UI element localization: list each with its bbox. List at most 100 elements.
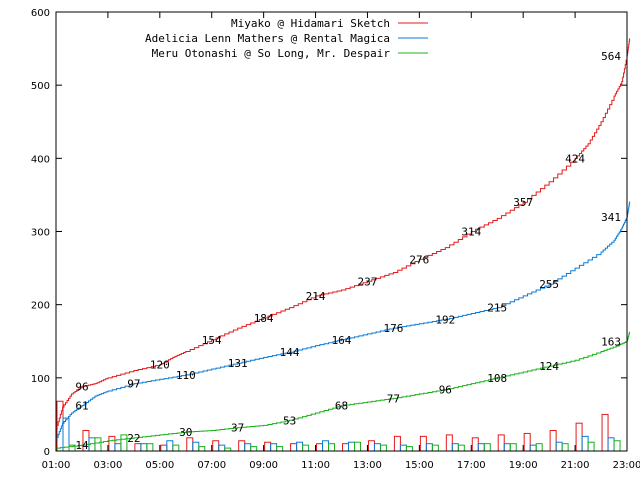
x-tick-label: 19:00: [509, 460, 538, 471]
data-label: 424: [565, 152, 585, 165]
data-label: 22: [127, 432, 140, 445]
series-line: [56, 201, 631, 441]
y-axis: 0 100 200 300 400 500 600: [31, 8, 627, 458]
data-label: 97: [127, 378, 140, 391]
hourly-bar: [451, 443, 459, 452]
hourly-bar: [140, 443, 148, 452]
hourly-bar: [607, 437, 615, 452]
data-label: 96: [75, 381, 88, 394]
x-tick-label: 07:00: [197, 460, 226, 471]
hourly-bar: [302, 444, 310, 452]
data-label: 30: [179, 426, 192, 439]
x-tick-label: 15:00: [405, 460, 434, 471]
data-label: 77: [387, 392, 400, 405]
data-label: 37: [231, 422, 244, 435]
legend-label: Adelicia Lenn Mathers @ Rental Magica: [145, 32, 390, 45]
hourly-bar: [587, 441, 595, 452]
data-label: 96: [439, 384, 452, 397]
hourly-bar: [172, 444, 180, 452]
hourly-bar: [238, 440, 246, 452]
x-axis: 01:00 03:00 05:00 07:00 09:00 11:00 13:00 15:00…: [42, 12, 640, 471]
y-tick-label: 400: [31, 154, 50, 165]
hourly-bar: [276, 446, 284, 452]
data-label: 14: [75, 439, 89, 452]
hourly-bar: [367, 440, 375, 452]
y-tick-label: 300: [31, 228, 50, 239]
hourly-bar: [146, 443, 154, 452]
x-tick-label: 05:00: [145, 460, 174, 471]
hourly-bar: [529, 444, 537, 452]
hourly-bar: [290, 443, 298, 452]
data-label: 154: [202, 334, 222, 347]
legend-label: Meru Otonashi @ So Long, Mr. Despair: [152, 47, 391, 60]
hourly-bar: [535, 443, 543, 452]
hourly-bar: [328, 443, 336, 452]
hourly-bar: [477, 443, 485, 452]
data-label: 110: [176, 369, 196, 382]
x-tick-label: 03:00: [93, 460, 122, 471]
data-label: 53: [283, 414, 296, 427]
data-label: 61: [75, 400, 88, 413]
hourly-bar: [373, 443, 381, 452]
legend-label: Miyako @ Hidamari Sketch: [231, 17, 390, 30]
hourly-bar: [549, 430, 557, 452]
data-label: 215: [487, 302, 507, 315]
hourly-bar: [405, 446, 413, 452]
hourly-bar: [393, 435, 401, 452]
data-label: 276: [409, 253, 429, 266]
hourly-bar: [296, 441, 304, 452]
x-tick-label: 21:00: [561, 460, 590, 471]
hourly-bar: [218, 444, 226, 452]
data-label: 164: [332, 334, 352, 347]
y-tick-label: 0: [44, 447, 50, 458]
hourly-bar: [581, 435, 589, 452]
hourly-bar: [354, 441, 361, 452]
data-label: 131: [228, 357, 248, 370]
hourly-bar: [457, 444, 465, 452]
hourly-bar: [425, 443, 433, 452]
hourly-bar: [509, 443, 517, 452]
hourly-bar: [250, 446, 258, 452]
hourly-bar: [264, 441, 272, 452]
hourly-bar: [555, 441, 563, 452]
data-label: 68: [335, 400, 348, 413]
hourly-bar: [348, 441, 355, 452]
hourly-bar: [108, 435, 116, 452]
series-line: [56, 38, 631, 430]
hourly-bar: [483, 443, 491, 452]
hourly-bar: [316, 443, 324, 452]
y-tick-label: 600: [31, 8, 50, 19]
x-tick-label: 23:00: [613, 460, 640, 471]
data-label: 255: [539, 278, 559, 291]
hourly-bar: [212, 440, 220, 452]
hourly-bar: [244, 443, 252, 452]
hourly-bar: [497, 434, 505, 452]
hourly-bar: [613, 440, 621, 452]
hourly-bar: [166, 440, 174, 452]
data-label: 108: [487, 372, 507, 385]
hourly-bar: [186, 437, 194, 452]
hourly-bar: [322, 440, 330, 452]
data-label: 341: [601, 211, 621, 224]
hourly-bar: [601, 413, 609, 452]
data-label: 144: [280, 346, 300, 359]
hourly-bar: [445, 434, 453, 452]
hourly-bar: [120, 434, 128, 452]
hourly-bar: [399, 444, 407, 452]
hourly-bar: [431, 444, 439, 452]
x-tick-label: 13:00: [353, 460, 382, 471]
hourly-bar: [471, 437, 479, 452]
data-label: 176: [383, 322, 403, 335]
x-tick-label: 17:00: [457, 460, 486, 471]
x-tick-label: 01:00: [42, 460, 71, 471]
data-label: 120: [150, 359, 170, 372]
data-label: 237: [358, 275, 378, 288]
data-label: 192: [435, 313, 455, 326]
hourly-bar: [94, 437, 102, 452]
x-tick-label: 09:00: [249, 460, 278, 471]
plot-area-frame: [55, 11, 628, 452]
hourly-bar: [419, 435, 427, 452]
series-lines: [56, 38, 631, 449]
data-label: 357: [513, 196, 533, 209]
